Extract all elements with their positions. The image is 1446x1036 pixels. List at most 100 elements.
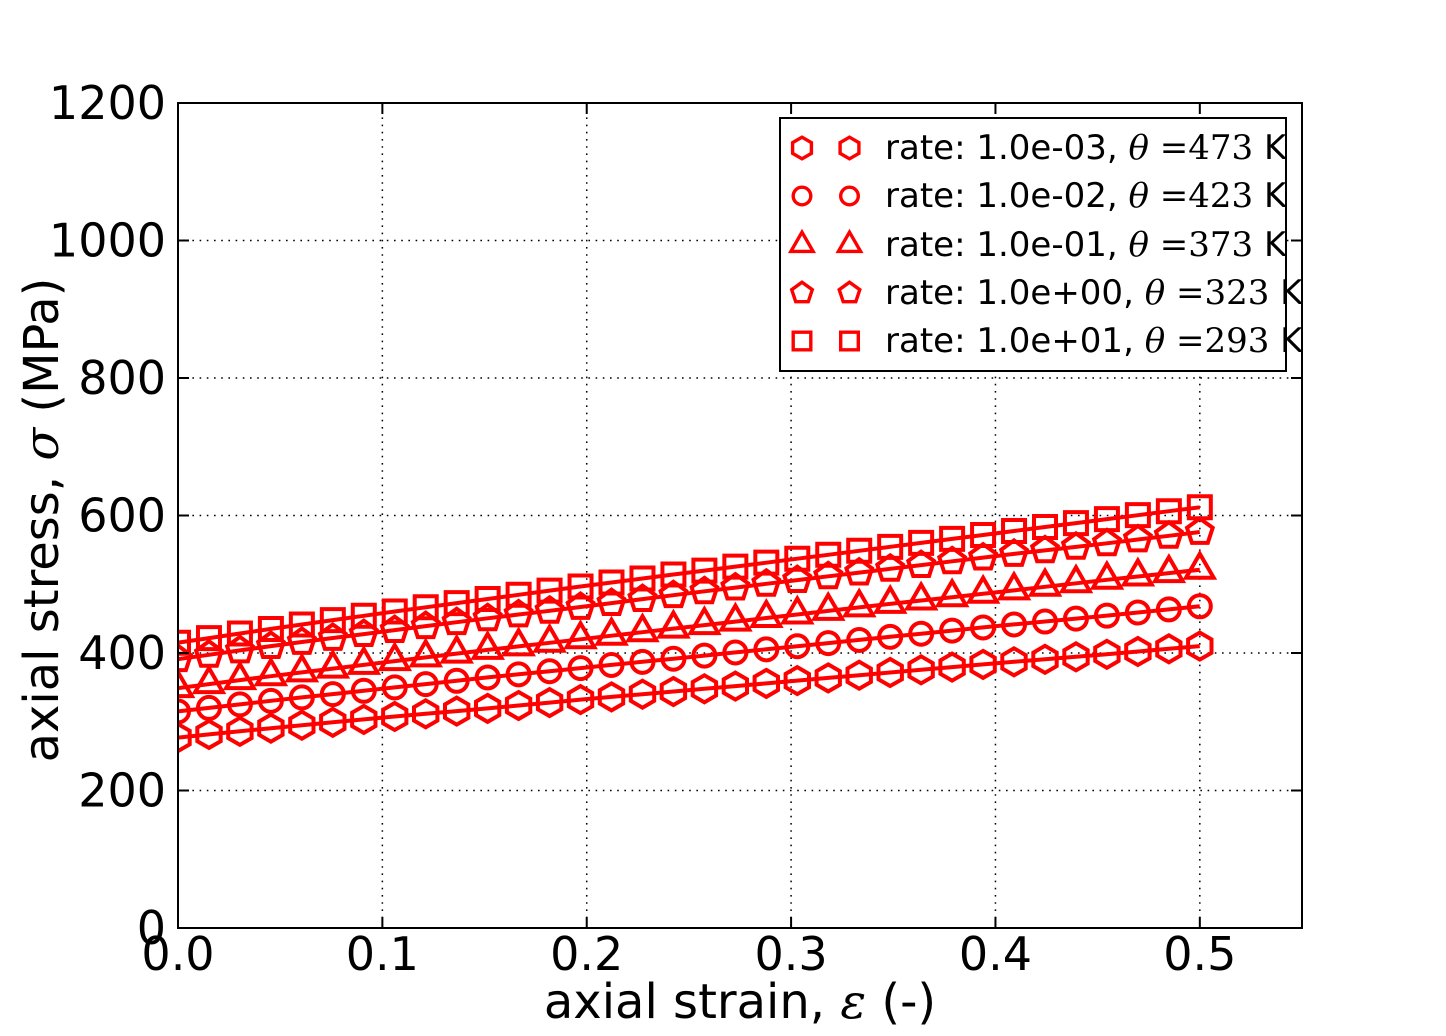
pentagon-marker xyxy=(998,537,1030,567)
legend-temperature-unit: K xyxy=(1269,273,1303,314)
epsilon-symbol: ε xyxy=(840,974,867,1030)
square-marker xyxy=(288,611,315,638)
hexagon-marker xyxy=(876,656,904,689)
series-line xyxy=(178,567,1201,691)
hexagon-marker xyxy=(474,692,502,725)
pentagon-icon xyxy=(837,280,862,304)
square-icon xyxy=(839,330,860,352)
pentagon-icon xyxy=(789,280,815,304)
hexagon-marker xyxy=(969,648,997,681)
triangle-marker xyxy=(501,626,536,657)
x-tick-label: 0.3 xyxy=(755,927,828,981)
hexagon-marker xyxy=(1000,645,1028,678)
legend-temperature-unit: K xyxy=(1269,321,1303,362)
circle-marker xyxy=(195,694,222,721)
triangle-marker xyxy=(779,594,815,625)
hexagon-marker xyxy=(319,706,347,739)
triangle-marker xyxy=(687,605,722,636)
hexagon-marker xyxy=(288,709,316,742)
circle-marker xyxy=(288,684,315,711)
square-marker xyxy=(815,541,842,568)
y-tick-label: 800 xyxy=(78,351,166,405)
theta-symbol: θ xyxy=(1128,224,1160,265)
square-marker xyxy=(1155,498,1182,525)
hexagon-marker xyxy=(814,662,842,694)
circle-marker xyxy=(443,667,470,694)
circle-marker xyxy=(505,661,532,688)
square-marker xyxy=(381,598,408,625)
square-marker xyxy=(505,581,532,608)
circle-marker xyxy=(1031,608,1058,635)
triangle-marker xyxy=(222,660,258,691)
circle-marker xyxy=(178,698,191,725)
square-marker xyxy=(1001,518,1028,544)
pentagon-marker xyxy=(967,541,999,571)
legend-temperature-unit: K xyxy=(1253,128,1287,169)
theta-symbol: θ xyxy=(1128,176,1160,217)
legend-rate-text: rate: 1.0e-01, xyxy=(885,224,1129,265)
y-tick-label: 200 xyxy=(78,764,166,818)
hexagon-marker xyxy=(690,672,719,705)
circle-icon xyxy=(839,185,861,207)
y-tick-label: 400 xyxy=(78,626,166,680)
hexagon-marker xyxy=(566,683,595,716)
pentagon-marker xyxy=(1184,516,1216,545)
x-tick-label: 0.2 xyxy=(550,927,623,981)
hexagon-marker xyxy=(783,664,811,697)
triangle-marker xyxy=(1182,549,1218,580)
circle-marker xyxy=(1155,596,1182,623)
series-line xyxy=(178,505,1201,645)
legend-marker-hexagon xyxy=(790,135,861,161)
triangle-marker xyxy=(625,612,660,643)
series-circle xyxy=(178,593,1213,725)
hexagon-marker xyxy=(721,670,749,702)
y-tick-label: 1000 xyxy=(49,214,166,268)
circle-marker xyxy=(412,671,439,698)
hexagon-marker xyxy=(535,686,564,719)
hexagon-marker xyxy=(659,675,688,708)
triangle-marker xyxy=(532,622,567,653)
square-marker xyxy=(939,525,966,552)
circle-marker xyxy=(784,633,811,660)
pentagon-marker xyxy=(503,598,534,628)
pentagon-marker xyxy=(813,560,844,590)
hexagon-marker xyxy=(1155,632,1183,665)
legend-temperature-unit: K xyxy=(1253,176,1287,217)
hexagon-marker xyxy=(257,712,285,745)
square-marker xyxy=(629,565,656,592)
hexagon-marker xyxy=(1031,643,1059,676)
legend-temperature-value: =293 xyxy=(1175,321,1270,362)
circle-marker xyxy=(598,651,625,678)
square-marker xyxy=(660,561,687,588)
triangle-marker xyxy=(872,583,908,614)
circle-marker xyxy=(939,617,966,644)
hexagon-marker xyxy=(752,667,780,700)
circle-marker xyxy=(1186,593,1213,620)
x-tick-label: 0.4 xyxy=(959,927,1032,981)
legend-item: rate: 1.0e+01, θ =293 K xyxy=(781,317,1302,365)
square-marker xyxy=(412,594,439,621)
legend-label: rate: 1.0e+01, θ =293 K xyxy=(885,324,1302,358)
square-marker xyxy=(257,615,284,642)
square-marker xyxy=(691,557,718,584)
circle-marker xyxy=(753,636,780,663)
pentagon-marker xyxy=(410,610,441,640)
triangle-marker xyxy=(315,648,351,679)
circle-marker xyxy=(257,687,284,714)
legend-label: rate: 1.0e-02, θ =423 K xyxy=(885,179,1286,213)
square-marker xyxy=(443,590,470,617)
legend-item: rate: 1.0e-03, θ =473 K xyxy=(781,124,1287,172)
legend-label: rate: 1.0e-01, θ =373 K xyxy=(885,228,1286,262)
x-tick-label: 0.0 xyxy=(141,927,214,981)
square-marker xyxy=(1093,506,1120,533)
pentagon-marker xyxy=(1153,519,1185,549)
square-marker xyxy=(195,625,222,652)
y-tick-label: 600 xyxy=(78,489,166,543)
hexagon-marker xyxy=(195,718,223,751)
series-line xyxy=(178,530,1201,662)
circle-marker xyxy=(1124,599,1151,626)
circle-marker xyxy=(877,623,904,650)
square-marker xyxy=(722,553,749,580)
pentagon-marker xyxy=(658,579,689,609)
